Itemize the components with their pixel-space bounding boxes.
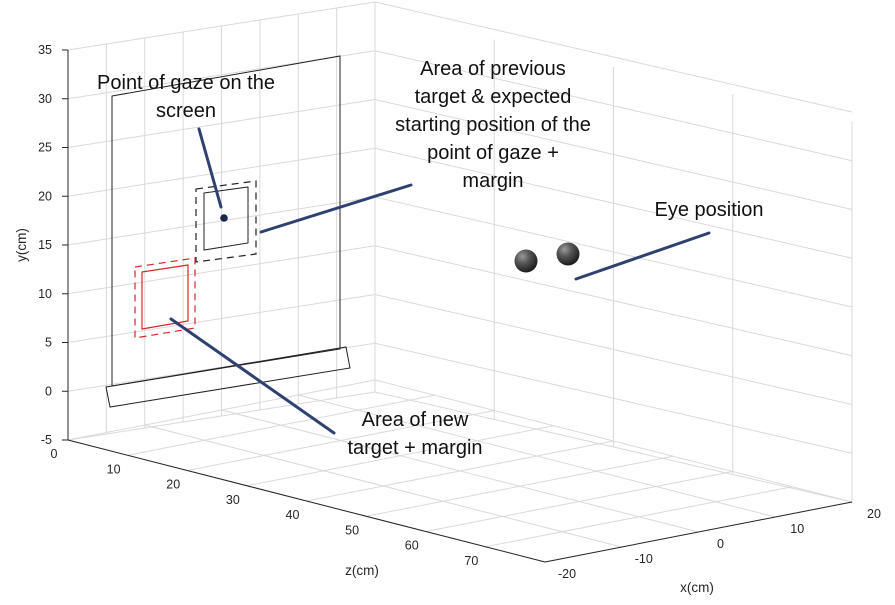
- z-tick-label: 60: [405, 539, 419, 553]
- eye-callout-line: [574, 231, 711, 281]
- eye-position-annotation: Eye position: [655, 199, 764, 221]
- y-tick-labels: 35 30 25 20 15 10 5 0 -5: [38, 43, 68, 447]
- z-axis-label: z(cm): [345, 563, 379, 578]
- z-tick-labels: 0 10 20 30 40 50 60 70: [51, 447, 479, 568]
- y-tick-label: 30: [38, 92, 52, 106]
- y-tick-label: 25: [38, 141, 52, 155]
- grid-line-x-floor: [144, 424, 622, 548]
- svg-text:target & expected: target & expected: [415, 86, 572, 108]
- x-tick-label: -20: [558, 567, 576, 581]
- y-tick-label: 35: [38, 43, 52, 57]
- x-tick-label: 0: [717, 537, 724, 551]
- grid-line-x-floor: [221, 409, 699, 533]
- right-eye: [556, 242, 580, 266]
- svg-text:screen: screen: [156, 100, 216, 122]
- previous-target-callout-line: [259, 183, 413, 234]
- new-target-margin: [134, 257, 196, 339]
- y-tick-label: 5: [45, 336, 52, 350]
- gaze-annotation: Point of gaze on the screen: [97, 72, 275, 122]
- new-target-callout-line: [169, 317, 336, 435]
- z-tick-label: 70: [464, 554, 478, 568]
- left-eye: [514, 249, 538, 273]
- z-tick-label: 10: [107, 462, 121, 476]
- y-tick-label: 0: [45, 384, 52, 398]
- svg-text:Area of new: Area of new: [362, 409, 469, 431]
- grid-line-x-floor: [374, 379, 853, 503]
- y-tick-label: -5: [41, 433, 52, 447]
- svg-text:Area of previous: Area of previous: [420, 58, 566, 80]
- new-target-annotation: Area of new target + margin: [347, 409, 482, 459]
- z-tick-label: 30: [226, 493, 240, 507]
- y-axis-label: y(cm): [14, 228, 29, 262]
- z-tick-label: 20: [166, 478, 180, 492]
- z-tick-label: 40: [286, 508, 300, 522]
- x-tick-label: 10: [790, 522, 804, 536]
- screen-panel: [111, 55, 341, 387]
- previous-target-area: [203, 186, 249, 251]
- z-tick-label: 0: [51, 447, 58, 461]
- x-axis-label: x(cm): [680, 580, 714, 595]
- previous-target-margin: [195, 180, 257, 263]
- new-target-area: [141, 264, 189, 330]
- y-tick-label: 10: [38, 287, 52, 301]
- svg-text:point of gaze +: point of gaze +: [427, 142, 559, 164]
- svg-text:starting position of the: starting position of the: [395, 114, 591, 136]
- x-tick-label: -10: [635, 552, 653, 566]
- svg-text:Point of gaze on the: Point of gaze on the: [97, 72, 275, 94]
- gaze-point: [220, 214, 228, 222]
- svg-text:target + margin: target + margin: [347, 437, 482, 459]
- screen-base: [105, 346, 351, 408]
- y-tick-label: 15: [38, 238, 52, 252]
- svg-text:margin: margin: [462, 170, 523, 192]
- previous-target-annotation: Area of previous target & expected start…: [395, 58, 591, 192]
- z-tick-label: 50: [345, 523, 359, 537]
- grid-line-x-floor: [298, 394, 776, 518]
- x-tick-labels: -20 -10 0 10 20: [558, 507, 881, 581]
- y-tick-label: 20: [38, 189, 52, 203]
- gaze-callout-line: [197, 127, 223, 209]
- x-tick-label: 20: [867, 507, 881, 521]
